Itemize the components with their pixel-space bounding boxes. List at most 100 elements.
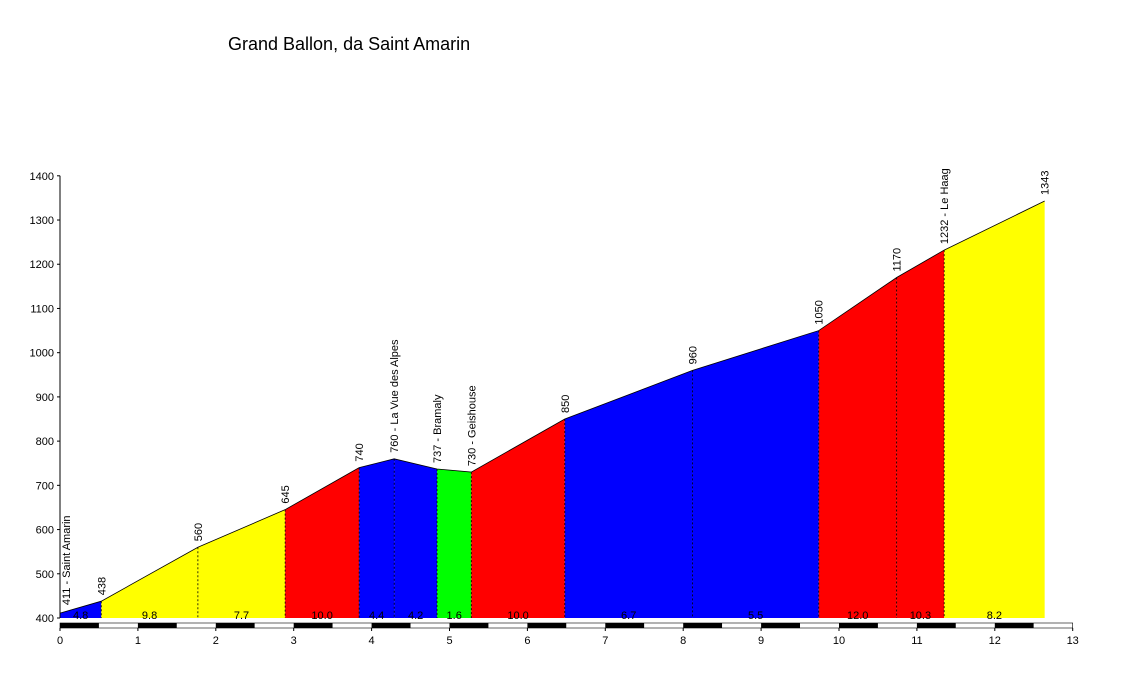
point-label: 737 - Bramaly — [432, 394, 444, 463]
y-tick-label: 800 — [36, 436, 54, 448]
y-tick-label: 1100 — [30, 303, 54, 315]
point-label: 1170 — [892, 248, 904, 272]
x-tick-label: 9 — [758, 635, 764, 647]
gradient-labels: 4.8 9.8 7.7 10.0 4.4 4.2 1.6 10.0 6.7 5.5 12.0 10.3… — [73, 610, 1002, 622]
scale-bar-cell — [916, 623, 956, 628]
y-tick-label: 1000 — [30, 348, 54, 360]
segment-fill-2 — [197, 509, 286, 618]
scale-bar-cell — [644, 623, 684, 628]
point-label: 411 - Saint Amarin — [61, 515, 73, 605]
x-tick-label: 12 — [989, 635, 1001, 647]
segment-fills — [60, 201, 1045, 618]
y-tick-label: 400 — [36, 613, 54, 625]
y-tick-label: 1300 — [30, 215, 54, 227]
scale-bar-cell — [722, 623, 762, 628]
scale-bar-cell — [410, 623, 450, 628]
profile-outline — [59, 200, 1045, 614]
segment-fill-3 — [285, 467, 360, 618]
x-tick-label: 2 — [213, 635, 219, 647]
x-tick-label: 13 — [1067, 635, 1079, 647]
point-label: 438 — [96, 577, 108, 595]
scale-bar-cell — [955, 623, 995, 628]
profile-line — [59, 200, 1045, 614]
segment-fill-12 — [944, 201, 1045, 618]
x-tick-label: 4 — [369, 635, 375, 647]
x-tick-label: 7 — [602, 635, 608, 647]
gradient-label: 4.4 — [369, 610, 384, 622]
segment-dividers — [100, 250, 945, 618]
gradient-label: 10.0 — [311, 610, 332, 622]
gradient-label: 1.6 — [447, 610, 462, 622]
scale-bar-cell — [761, 623, 801, 628]
scale-bar-cell — [839, 623, 878, 628]
gradient-label: 6.7 — [621, 610, 636, 622]
scale-bar-cell — [60, 623, 99, 628]
gradient-label: 5.5 — [748, 610, 763, 622]
point-label: 560 — [193, 523, 205, 541]
axes: 400 500 600 700 800 900 1000 1100 1200 1300 1400 0 1… — [30, 171, 1079, 647]
segment-fill-5 — [394, 458, 438, 618]
segment-fill-9 — [692, 330, 819, 618]
point-label: 645 — [280, 485, 292, 503]
scale-bar-cell — [877, 623, 917, 628]
y-tick-label: 700 — [36, 480, 54, 492]
gradient-label: 10.0 — [507, 610, 528, 622]
gradient-label: 8.2 — [987, 610, 1002, 622]
x-tick-label: 1 — [135, 635, 141, 647]
chart-title: Grand Ballon, da Saint Amarin — [228, 34, 471, 54]
y-tick-label: 1200 — [30, 259, 54, 271]
point-label: 740 — [354, 443, 366, 461]
scale-bar-cell — [98, 623, 138, 628]
x-tick-label: 5 — [446, 635, 452, 647]
scale-bar-cell — [215, 623, 255, 628]
point-labels: 411 - Saint Amarin 438 560 645 740 760 - La V… — [61, 168, 1052, 605]
scale-bar-cell — [1033, 623, 1073, 628]
x-tick-label: 11 — [911, 635, 922, 647]
x-tick-label: 6 — [524, 635, 530, 647]
scale-bar-cell — [449, 623, 489, 628]
gradient-label: 10.3 — [910, 610, 931, 622]
scale-bar-cell — [488, 623, 528, 628]
scale-bar-cell — [137, 623, 177, 628]
point-label: 850 — [560, 395, 572, 413]
y-tick-label: 1400 — [30, 171, 54, 183]
gradient-label: 12.0 — [847, 610, 868, 622]
segment-fill-6 — [437, 468, 472, 618]
segment-fill-8 — [564, 370, 693, 618]
km-scale-bar — [59, 622, 1074, 629]
y-tick-label: 500 — [36, 569, 54, 581]
point-label: 760 - La Vue des Alpes — [389, 339, 401, 453]
scale-bar-cell — [994, 623, 1034, 628]
scale-bar-cell — [176, 623, 216, 628]
scale-bar-cell — [566, 623, 606, 628]
segment-fill-7 — [471, 419, 565, 618]
gradient-label: 4.8 — [73, 610, 88, 622]
gradient-label: 9.8 — [142, 610, 157, 622]
point-label: 730 - Geishouse — [466, 385, 478, 466]
gradient-label: 4.2 — [408, 610, 423, 622]
scale-bar-cell — [293, 623, 333, 628]
scale-bar-cell — [254, 623, 294, 628]
point-label: 960 — [688, 346, 700, 364]
gradient-label: 7.7 — [234, 610, 249, 622]
segment-fill-4 — [359, 458, 395, 618]
x-tick-label: 0 — [57, 635, 63, 647]
x-tick-label: 3 — [291, 635, 297, 647]
y-tick-label: 600 — [36, 525, 54, 537]
scale-bar-cell — [800, 623, 839, 628]
scale-bar-cell — [683, 623, 723, 628]
point-label: 1232 - Le Haag — [939, 168, 951, 244]
segment-fill-11 — [896, 250, 945, 618]
segment-fill-10 — [818, 277, 897, 618]
point-label: 1050 — [814, 300, 826, 324]
scale-bar-cell — [527, 623, 567, 628]
scale-bar-cell — [371, 623, 411, 628]
x-tick-label: 10 — [833, 635, 845, 647]
scale-bar-cell — [332, 623, 372, 628]
scale-bar-frame — [59, 622, 1074, 629]
segment-fill-1 — [101, 547, 198, 618]
y-tick-label: 900 — [36, 392, 54, 404]
x-tick-label: 8 — [680, 635, 686, 647]
segment-fill-0 — [60, 601, 102, 618]
